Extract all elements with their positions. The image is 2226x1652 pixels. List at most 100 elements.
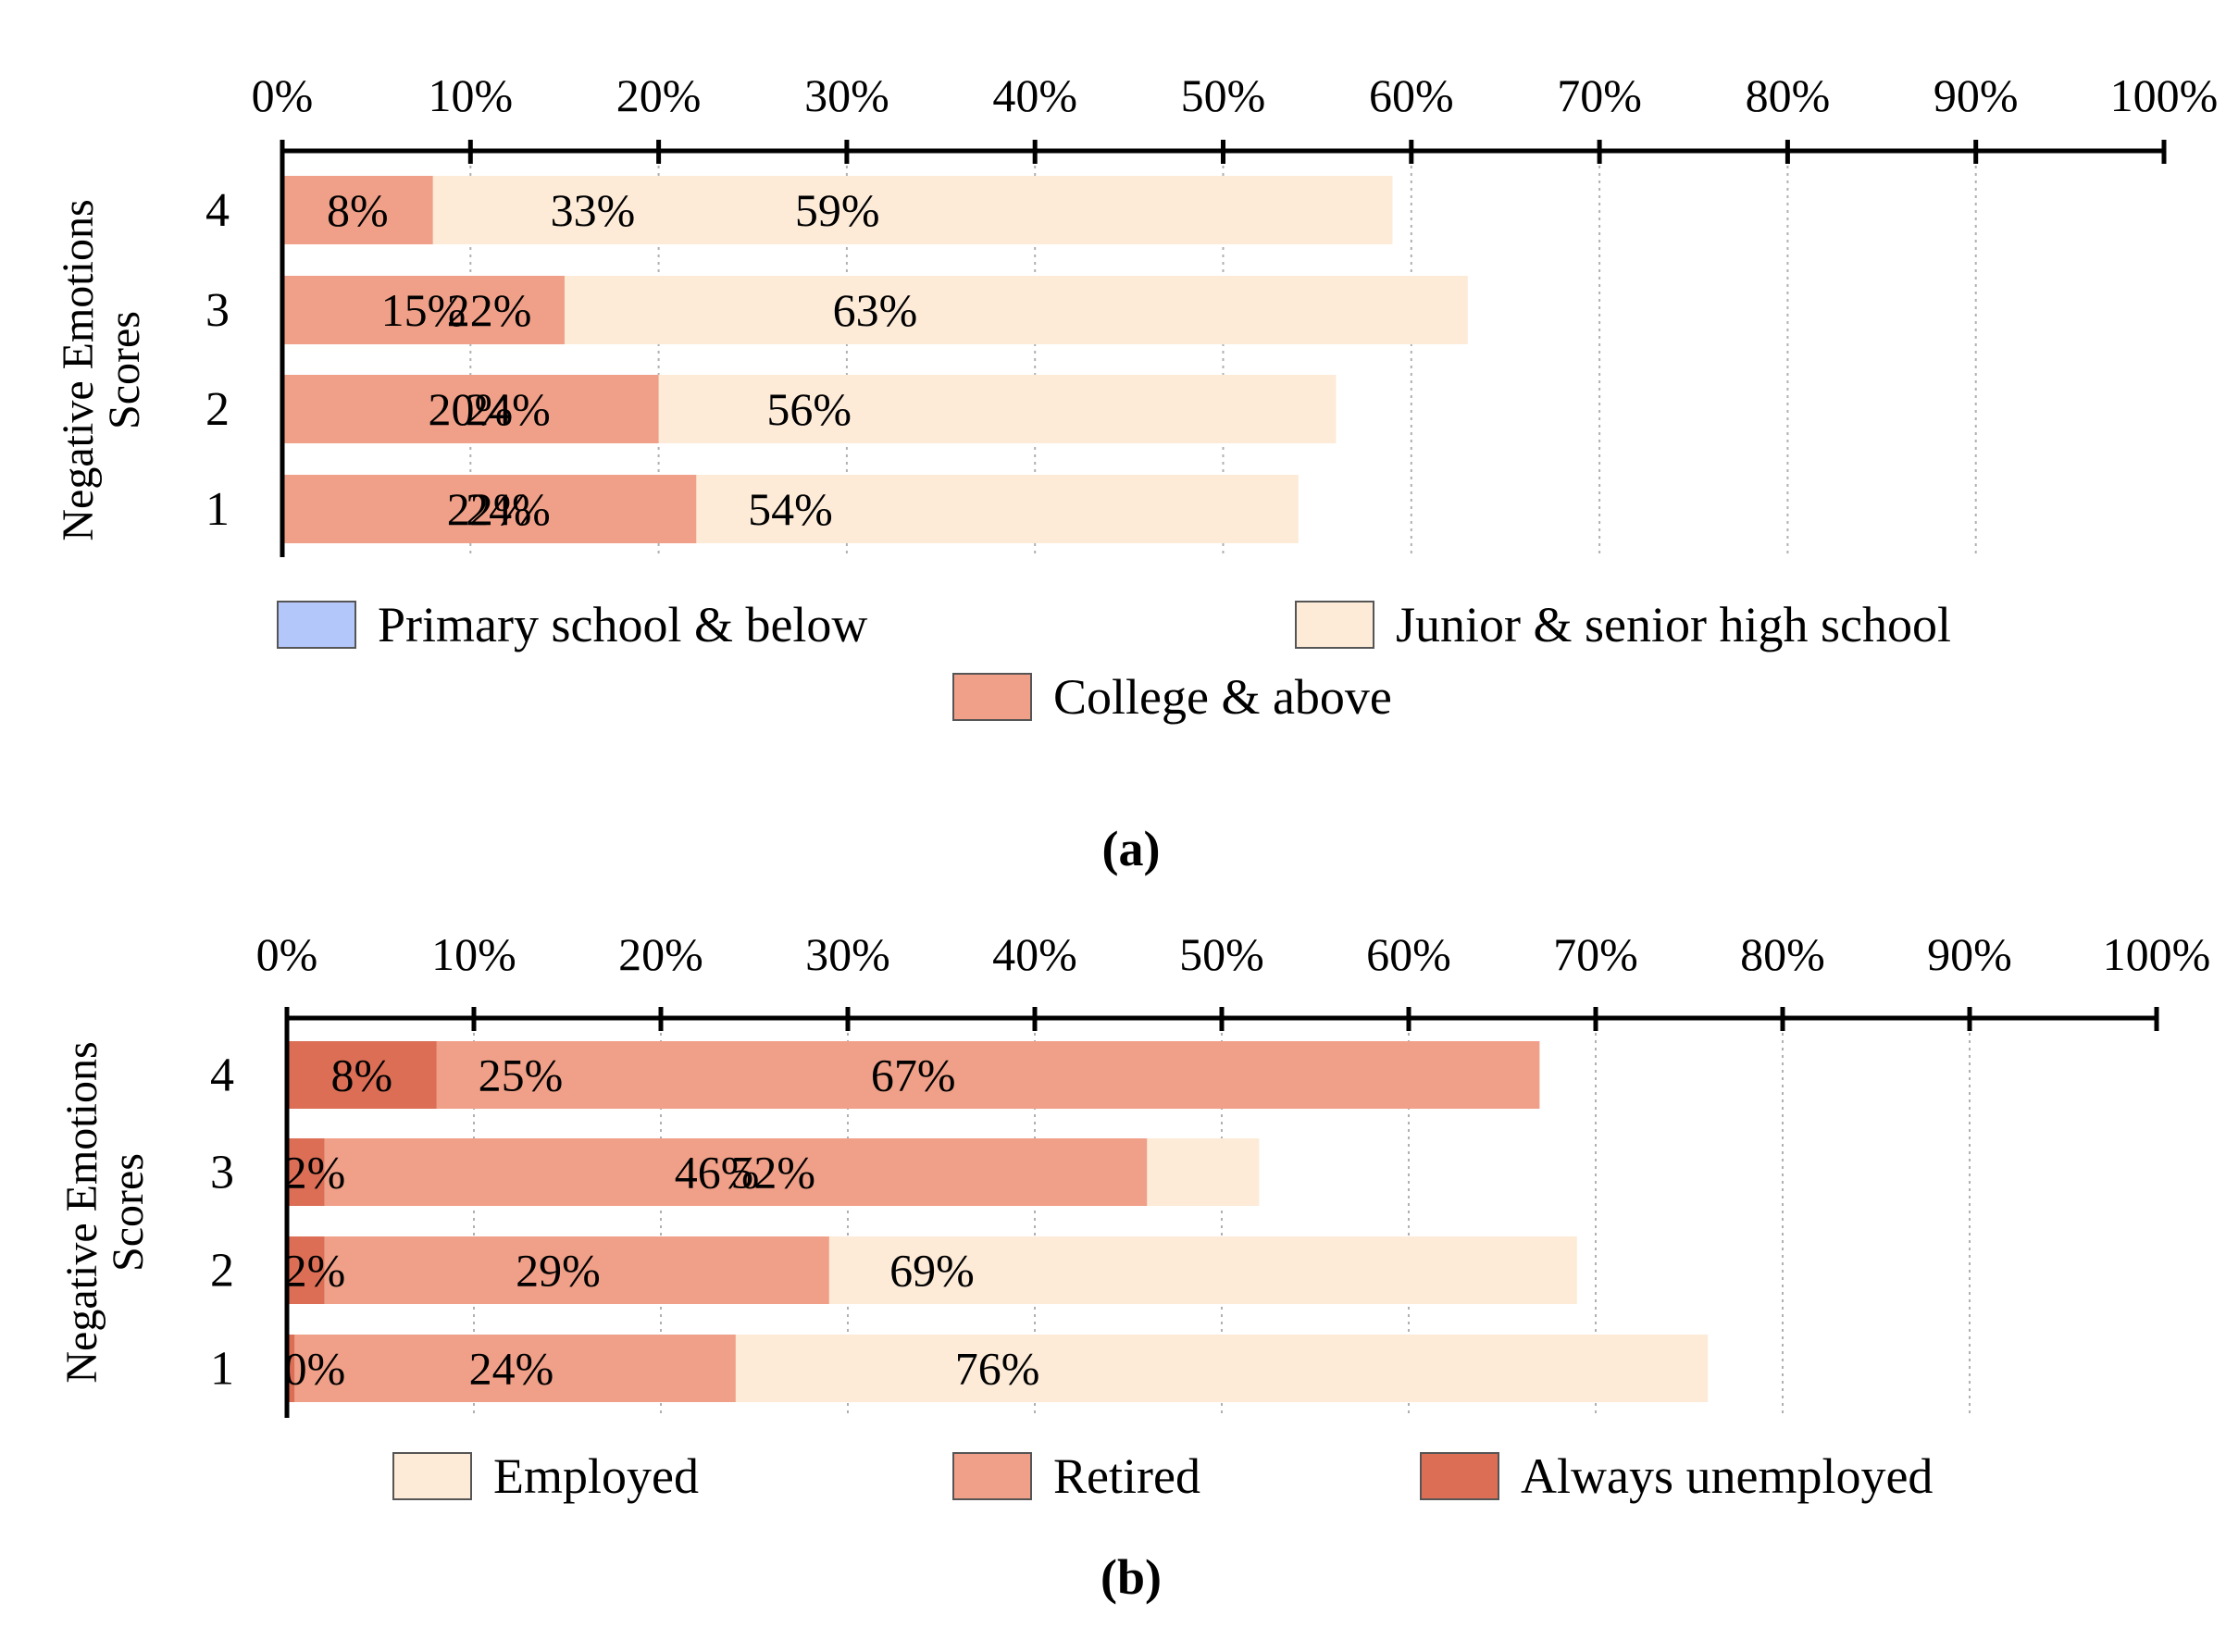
legend-label: College & above bbox=[1053, 669, 1392, 725]
bar-segment bbox=[287, 1138, 1148, 1206]
x-tick-label: 80% bbox=[1746, 69, 1831, 121]
legend-label: Junior & senior high school bbox=[1396, 597, 1951, 652]
bar-segment bbox=[287, 1138, 325, 1206]
y-category-label: 1 bbox=[210, 1343, 234, 1396]
x-tick-label: 90% bbox=[1934, 69, 2019, 121]
x-tick-label: 80% bbox=[1740, 928, 1825, 980]
x-tick-label: 70% bbox=[1557, 69, 1642, 121]
x-tick-labels: 0% 10% 20% 30% 40% 50% 60% 70% 80% 90% 100% bbox=[252, 69, 2219, 121]
bar-data-label: 24% bbox=[466, 483, 551, 535]
bars bbox=[282, 176, 1468, 543]
y-axis-label-line1: Negative Emotions bbox=[57, 1041, 106, 1383]
y-category-label: 1 bbox=[205, 483, 230, 536]
x-tick-label: 60% bbox=[1369, 69, 1454, 121]
x-tick-label: 90% bbox=[1927, 928, 2012, 980]
x-tick-label: 10% bbox=[431, 928, 516, 980]
bar-data-label: 2% bbox=[284, 1147, 346, 1199]
x-tick-label: 10% bbox=[428, 69, 513, 121]
x-tick-label: 20% bbox=[618, 928, 703, 980]
bar-segment bbox=[287, 1236, 325, 1304]
bar-data-label: 24% bbox=[466, 383, 551, 435]
legend: Employed Retired Always unemployed bbox=[392, 1448, 1933, 1504]
x-tick-label: 50% bbox=[1181, 69, 1266, 121]
bar-data-label: 63% bbox=[833, 284, 918, 336]
bar-segment bbox=[282, 276, 565, 344]
x-tick-label: 20% bbox=[616, 69, 702, 121]
x-tick-label: 30% bbox=[804, 69, 889, 121]
bar-data-label: 15% bbox=[381, 284, 466, 336]
bars bbox=[287, 1041, 1709, 1402]
bar-data-label: 46% bbox=[675, 1147, 760, 1199]
y-category-label: 2 bbox=[210, 1245, 234, 1298]
chart-panel-b: 25% 67%8%52%46%2%69%29%2%76%24%0% 0% 10% 20… bbox=[57, 928, 2210, 1605]
bar-segment bbox=[282, 176, 433, 244]
bar-segment bbox=[287, 1335, 295, 1402]
bar-data-label: 29% bbox=[516, 1245, 601, 1297]
x-tick-label: 60% bbox=[1366, 928, 1451, 980]
legend: Primary school & below Junior & senior hi… bbox=[277, 597, 1951, 725]
chart-panel-a: 33% 59%8%22% 63%15%24% 56%20%24% 54%22% 0% 10… bbox=[54, 69, 2218, 876]
bar-data-label: 67% bbox=[871, 1050, 956, 1101]
bar-data-label: 25% bbox=[479, 1050, 564, 1101]
legend-label: Retired bbox=[1053, 1448, 1200, 1504]
bar-data-label: 24% bbox=[469, 1343, 554, 1395]
legend-swatch bbox=[1295, 601, 1374, 649]
x-tick-label: 0% bbox=[252, 69, 314, 121]
bar-data-label: 76% bbox=[955, 1343, 1040, 1395]
legend-swatch bbox=[1420, 1452, 1499, 1500]
y-axis-label-line2: Scores bbox=[104, 1153, 153, 1272]
x-tick-label: 30% bbox=[805, 928, 890, 980]
bar-data-label: 59% bbox=[795, 184, 880, 236]
bar-data-label: 8% bbox=[330, 1050, 392, 1101]
y-category-label: 3 bbox=[205, 284, 230, 337]
bar-segment bbox=[282, 475, 697, 543]
legend-label: Primary school & below bbox=[378, 597, 867, 652]
bar-segment bbox=[282, 375, 659, 443]
bar-data-label: 22% bbox=[447, 284, 532, 336]
legend-label: Employed bbox=[493, 1448, 699, 1504]
bar-data-label: 69% bbox=[889, 1245, 975, 1297]
legend-swatch bbox=[952, 673, 1032, 721]
x-tick-label: 100% bbox=[2110, 69, 2219, 121]
x-tick-label: 50% bbox=[1179, 928, 1264, 980]
legend-swatch bbox=[392, 1452, 472, 1500]
bar-data-label: 22% bbox=[447, 483, 532, 535]
bar-data-label: 2% bbox=[284, 1245, 346, 1297]
bar-segment bbox=[287, 1335, 736, 1402]
x-tick-label: 70% bbox=[1553, 928, 1638, 980]
bar-segment bbox=[282, 176, 1393, 244]
y-category-labels: 4 3 2 1 bbox=[205, 184, 230, 536]
bar-data-label: 54% bbox=[748, 483, 833, 535]
bar-data-label: 52% bbox=[730, 1147, 815, 1199]
bar-segment bbox=[287, 1236, 829, 1304]
x-tick-label: 100% bbox=[2103, 928, 2211, 980]
legend-swatch bbox=[277, 601, 356, 649]
bar-labels: 33% 59%8%22% 63%15%24% 56%20%24% 54%22% bbox=[327, 184, 917, 535]
y-category-label: 4 bbox=[205, 184, 230, 237]
legend-swatch bbox=[952, 1452, 1032, 1500]
y-category-labels: 4 3 2 1 bbox=[210, 1050, 234, 1396]
y-category-label: 4 bbox=[210, 1050, 234, 1102]
legend-label: Always unemployed bbox=[1521, 1448, 1933, 1504]
y-axis-label-line1: Negative Emotions bbox=[54, 199, 103, 540]
bar-segment bbox=[287, 1041, 1540, 1109]
bar-segment bbox=[287, 1041, 437, 1109]
y-category-label: 3 bbox=[210, 1147, 234, 1199]
panel-label-a: (a) bbox=[1102, 821, 1161, 876]
bar-data-label: 56% bbox=[766, 383, 852, 435]
bar-data-label: 8% bbox=[327, 184, 389, 236]
x-tick-label: 40% bbox=[992, 928, 1077, 980]
x-tick-label: 0% bbox=[256, 928, 318, 980]
x-axis bbox=[280, 140, 2167, 557]
y-axis-label-line2: Scores bbox=[100, 311, 149, 429]
y-category-label: 2 bbox=[205, 383, 230, 436]
bar-data-label: 20% bbox=[428, 383, 513, 435]
bar-data-label: 33% bbox=[551, 184, 636, 236]
panel-label-b: (b) bbox=[1101, 1549, 1162, 1605]
bar-labels: 25% 67% 8% 52%46% 2% 69% 29% 2% 76% 24% 0% bbox=[284, 1050, 1040, 1395]
x-tick-labels: 0% 10% 20% 30% 40% 50% 60% 70% 80% 90% 100% bbox=[256, 928, 2211, 980]
x-tick-label: 40% bbox=[992, 69, 1077, 121]
bar-data-label: 0% bbox=[284, 1343, 346, 1395]
x-axis bbox=[284, 1007, 2159, 1418]
